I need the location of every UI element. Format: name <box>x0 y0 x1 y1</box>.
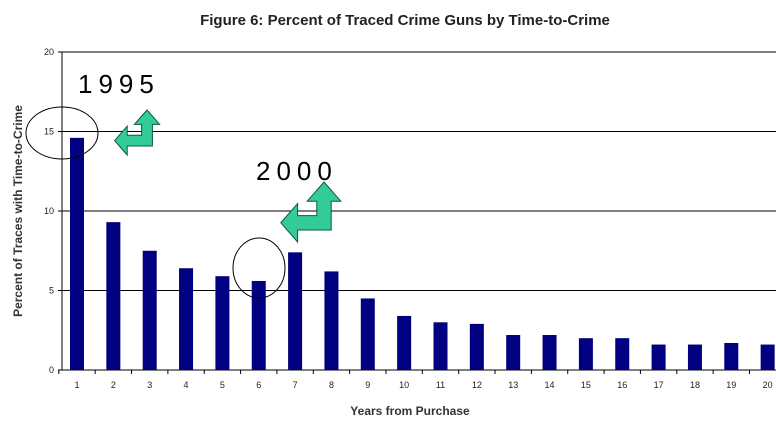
bar-17 <box>651 344 666 370</box>
x-ticks: 1 2 3 4 5 6 7 8 9 10 11 12 13 14 15 16 17 18 19 20 <box>58 370 773 390</box>
bar-10 <box>397 315 412 370</box>
bent-arrow <box>113 109 161 157</box>
bar-5 <box>215 276 230 370</box>
x-tick-label: 12 <box>472 380 482 390</box>
annotation-label: 2000 <box>256 156 338 186</box>
gridlines <box>62 51 776 291</box>
bent-arrow <box>280 181 342 244</box>
bar-8 <box>324 271 339 370</box>
annotation-label: 1995 <box>78 69 160 99</box>
bar-9 <box>360 298 375 370</box>
x-tick-label: 7 <box>293 380 298 390</box>
x-tick-label: 10 <box>399 380 409 390</box>
bar-4 <box>179 268 194 370</box>
x-tick-label: 2 <box>111 380 116 390</box>
y-ticks: 0 5 10 15 20 <box>44 47 62 375</box>
bar-3 <box>142 250 157 370</box>
bar-20 <box>760 344 775 370</box>
highlight-ellipse <box>25 106 99 160</box>
x-tick-label: 4 <box>184 380 189 390</box>
x-axis-label: Years from Purchase <box>350 404 470 418</box>
x-tick-label: 20 <box>763 380 773 390</box>
bar-11 <box>433 322 448 370</box>
y-tick-label: 15 <box>44 127 54 137</box>
y-tick-label: 20 <box>44 47 54 57</box>
y-tick-label: 0 <box>49 365 54 375</box>
x-tick-label: 18 <box>690 380 700 390</box>
x-tick-label: 9 <box>365 380 370 390</box>
annotations: 1995 2000 <box>25 69 342 299</box>
x-tick-label: 1 <box>74 380 79 390</box>
x-tick-label: 15 <box>581 380 591 390</box>
bar-14 <box>542 335 557 370</box>
bar-1 <box>70 137 84 370</box>
bar-12 <box>469 323 484 370</box>
y-tick-label: 10 <box>44 206 54 216</box>
x-tick-label: 5 <box>220 380 225 390</box>
x-tick-label: 16 <box>617 380 627 390</box>
x-tick-label: 14 <box>545 380 555 390</box>
x-tick-label: 13 <box>508 380 518 390</box>
bar-2 <box>106 222 121 370</box>
bar-19 <box>724 342 739 370</box>
x-tick-label: 6 <box>256 380 261 390</box>
bar-15 <box>578 338 593 370</box>
bars <box>70 137 775 370</box>
x-tick-label: 3 <box>147 380 152 390</box>
bar-6 <box>251 280 266 370</box>
bar-16 <box>615 338 630 370</box>
x-tick-label: 19 <box>726 380 736 390</box>
x-tick-label: 8 <box>329 380 334 390</box>
bar-7 <box>288 252 303 370</box>
chart-title: Figure 6: Percent of Traced Crime Guns b… <box>200 12 610 29</box>
bar-13 <box>506 335 521 370</box>
x-tick-label: 11 <box>436 380 445 390</box>
highlight-ellipse <box>232 237 286 299</box>
x-tick-label: 17 <box>654 380 664 390</box>
y-axis-label: Percent of Traces with Time-to-Crime <box>11 105 25 317</box>
bar-18 <box>687 344 702 370</box>
y-tick-label: 5 <box>49 286 54 296</box>
